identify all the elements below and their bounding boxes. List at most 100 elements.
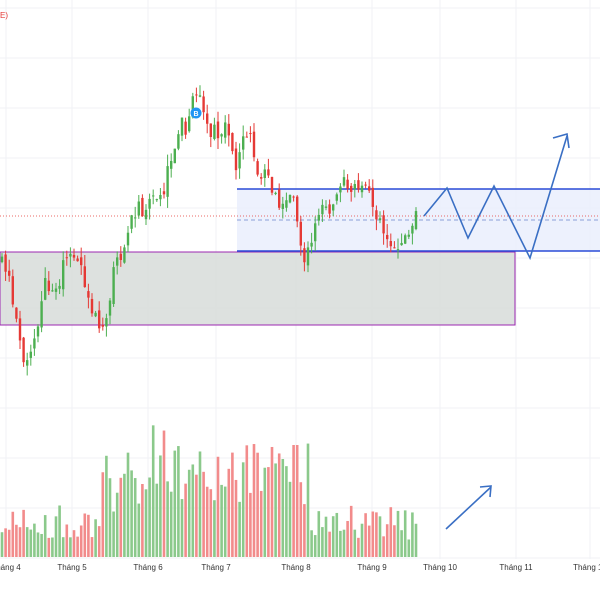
candle-body [198, 95, 202, 97]
volume-bar [328, 531, 331, 557]
candle-body [58, 285, 61, 289]
candle-body [54, 288, 58, 292]
volume-bar [69, 537, 72, 557]
candle-body [116, 257, 119, 266]
candle-body [184, 121, 187, 135]
candle-body [299, 221, 302, 246]
candle-body [393, 247, 396, 249]
volume-bar [137, 503, 141, 557]
volume-bar [76, 536, 79, 557]
x-axis-tick-label: Tháng 12 [573, 563, 600, 572]
volume-bar [346, 520, 349, 557]
volume-bar [112, 511, 115, 557]
volume-bar [267, 467, 270, 557]
candle-body [220, 134, 223, 137]
volume-bar [130, 470, 133, 557]
volume-bar [227, 468, 231, 557]
projection-arrowhead [552, 132, 570, 149]
volume-bar [353, 529, 357, 557]
annotations-layer: B [190, 107, 570, 530]
volume-bar [184, 483, 187, 557]
volume-bar [396, 510, 400, 557]
volume-bar [252, 444, 256, 557]
volume-bar [51, 537, 54, 557]
volume-bar [216, 456, 220, 557]
volume-bar [83, 513, 87, 557]
volume-bar [0, 532, 4, 557]
projection-zigzag [423, 135, 568, 261]
volume-bar [321, 527, 324, 557]
volume-bar [47, 537, 51, 557]
volume-bar [306, 443, 310, 557]
candle-body [285, 200, 288, 208]
volume-bar [43, 515, 47, 557]
candle-body [321, 204, 324, 215]
candle-body [242, 136, 245, 150]
volume-bar [144, 489, 148, 557]
candle-body [324, 206, 328, 208]
volume-bar [375, 512, 378, 557]
candle-body [87, 291, 90, 298]
candle-body [396, 249, 400, 251]
volume-bar [65, 524, 69, 557]
candle-body [170, 160, 173, 169]
candle-body [98, 310, 101, 329]
volume-bar [281, 459, 285, 557]
x-axis-tick-label: Tháng 11 [499, 563, 533, 572]
candle-body [371, 187, 374, 207]
candle-body [188, 116, 191, 132]
volume-bar [303, 504, 306, 557]
candle-body [159, 194, 162, 200]
candle-body [126, 232, 130, 246]
candle-body [252, 131, 256, 158]
candle-body [332, 204, 335, 211]
volume-bar [274, 463, 277, 557]
candle-body [76, 258, 79, 262]
candle-body [400, 242, 403, 246]
candle-body [83, 266, 86, 288]
volume-bar [87, 514, 90, 557]
volume-bar [79, 525, 83, 557]
candle-body [26, 360, 29, 366]
volume-bar [7, 529, 11, 557]
demand-zone-rectangle [0, 251, 516, 326]
candle-body [18, 318, 22, 341]
candle-body [353, 184, 356, 190]
candle-body [40, 301, 43, 328]
volume-bar [335, 512, 339, 557]
volume-bar [389, 507, 393, 557]
volume-bar [238, 501, 241, 557]
candle-body [306, 247, 310, 266]
volume-bar [393, 525, 396, 557]
volume-bar [220, 484, 223, 557]
candle-body [137, 201, 140, 216]
volume-bar [90, 537, 94, 557]
candle-body [72, 254, 76, 258]
x-axis-tick-label: Tháng 9 [357, 563, 387, 572]
volume-bar [285, 466, 288, 557]
candle-body [335, 194, 338, 201]
x-axis-tick-label: Tháng 7 [201, 563, 231, 572]
candle-body [123, 247, 126, 263]
volume-bar [123, 473, 126, 557]
candle-body [382, 215, 385, 234]
candle-body [8, 270, 11, 276]
volume-bar [108, 478, 112, 557]
candle-body [134, 217, 137, 219]
volume-bar [191, 464, 195, 557]
volume-trend-arrow [445, 486, 492, 530]
volume-bar [342, 529, 346, 557]
candle-body [209, 123, 212, 138]
candle-body [80, 257, 83, 266]
volume-bar [378, 516, 382, 557]
candle-body [44, 277, 47, 300]
x-axis-background [0, 559, 600, 600]
volume-bar [367, 525, 371, 557]
volume-bar [166, 481, 169, 557]
volume-bar [72, 530, 76, 557]
candle-body [386, 234, 389, 240]
volume-bar [33, 523, 36, 557]
volume-bar [288, 481, 292, 557]
volume-bar [94, 519, 97, 557]
